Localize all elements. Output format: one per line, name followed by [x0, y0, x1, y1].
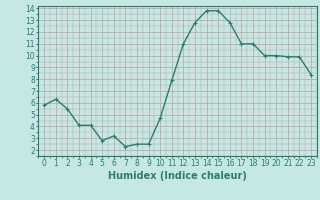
X-axis label: Humidex (Indice chaleur): Humidex (Indice chaleur)	[108, 171, 247, 181]
